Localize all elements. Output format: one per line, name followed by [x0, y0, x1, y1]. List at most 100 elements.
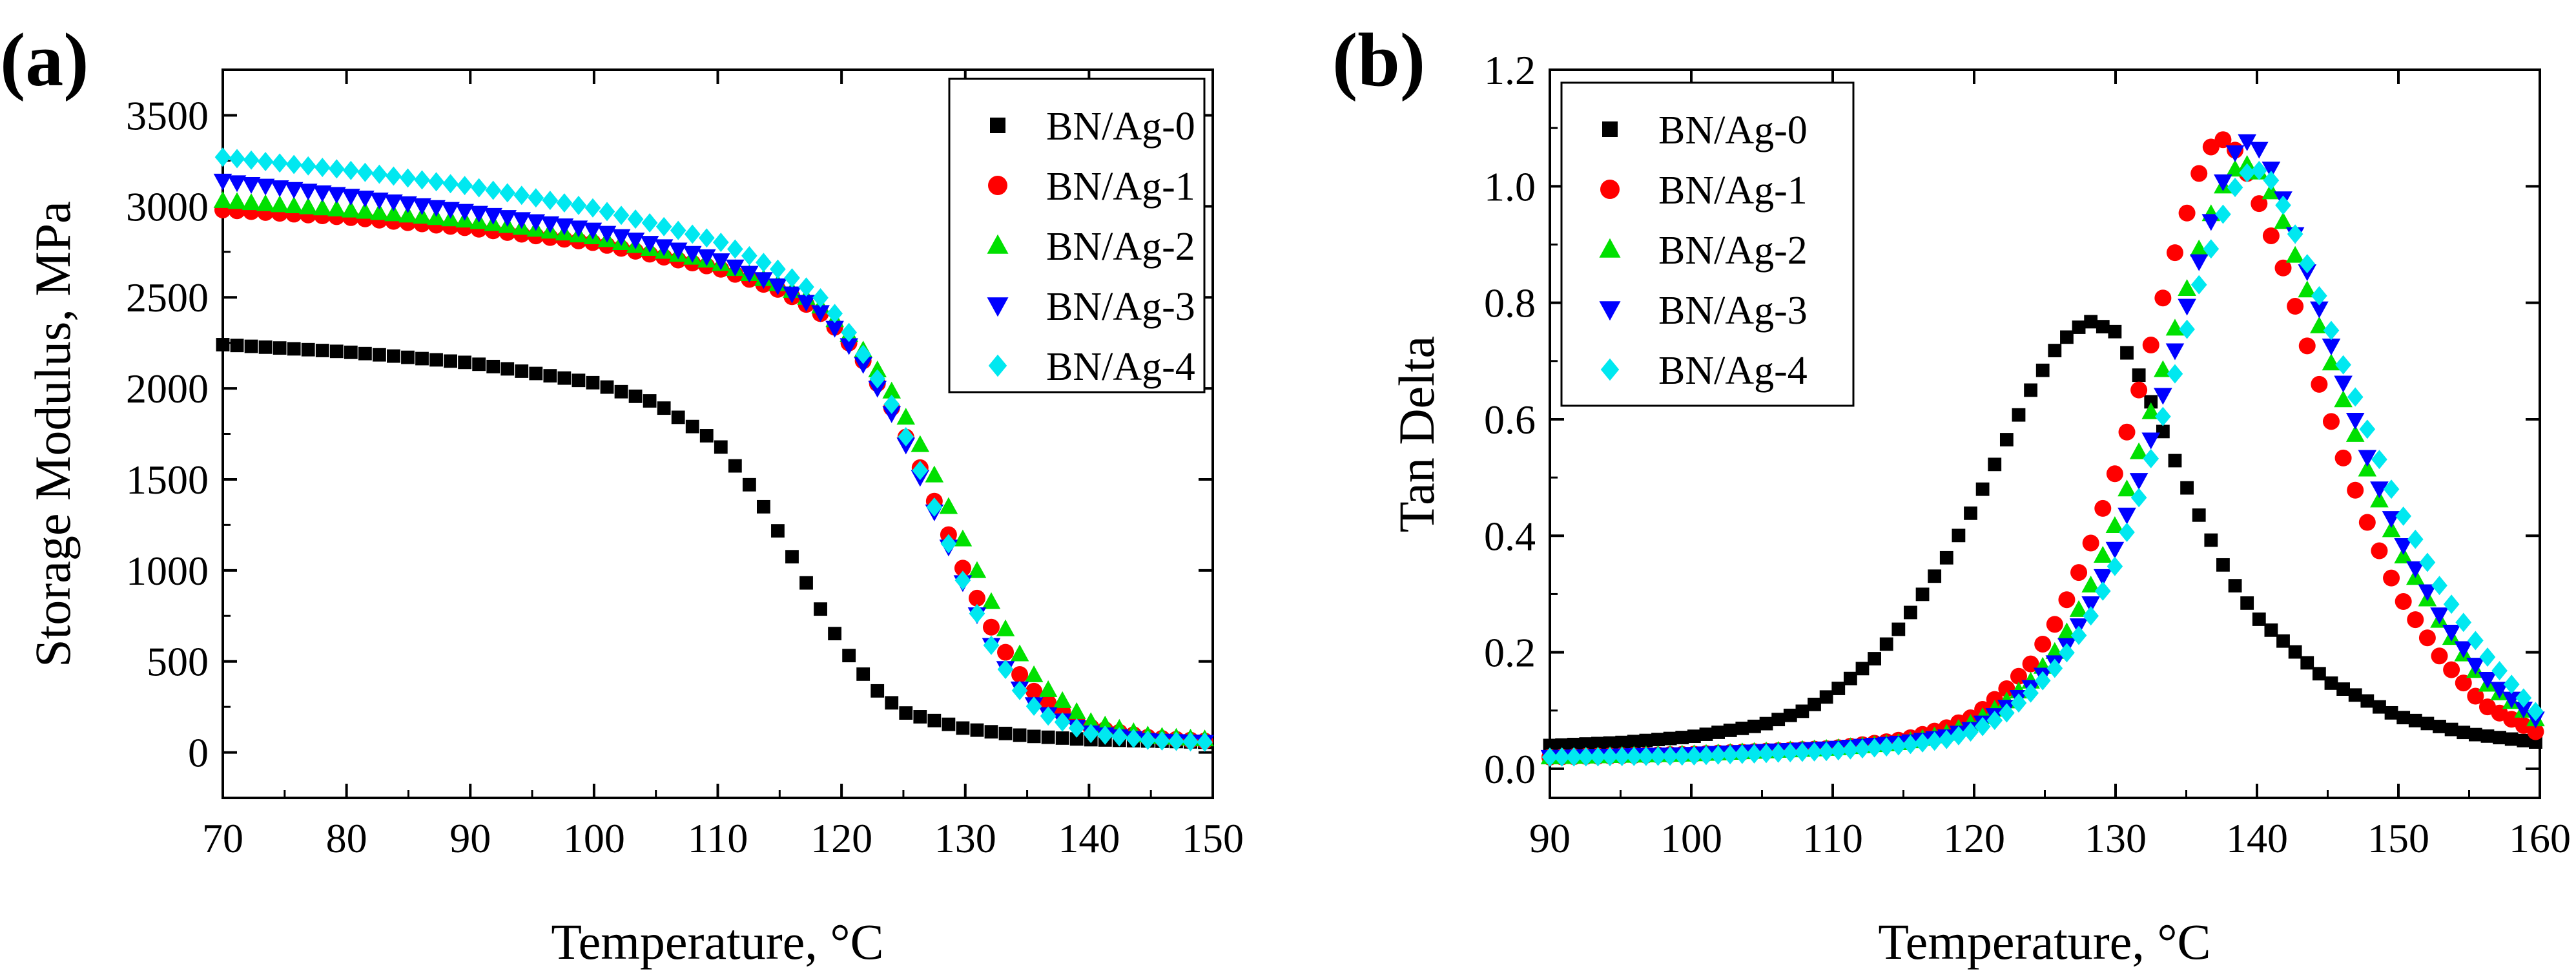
data-point	[2358, 459, 2377, 477]
data-point	[342, 200, 360, 218]
data-point	[2359, 419, 2376, 439]
data-point	[2214, 131, 2232, 149]
data-point	[2024, 383, 2037, 397]
data-point	[2287, 224, 2303, 244]
data-point	[1710, 745, 1726, 765]
data-point	[2407, 611, 2424, 629]
legend-label: BN/Ag-2	[1658, 229, 1808, 273]
legend-label: BN/Ag-4	[1046, 345, 1195, 389]
data-point	[1650, 746, 1666, 766]
data-point	[599, 202, 615, 222]
data-point	[1674, 746, 1691, 766]
data-point	[939, 497, 958, 514]
data-point	[2165, 319, 2185, 336]
data-point	[2263, 171, 2280, 191]
legend-marker	[1600, 180, 1620, 199]
data-point	[498, 210, 517, 227]
data-point	[1554, 747, 1570, 767]
data-point	[641, 213, 658, 233]
data-point	[942, 717, 956, 731]
data-point	[2202, 138, 2220, 156]
data-point	[2081, 575, 2100, 592]
data-point	[1939, 550, 1953, 565]
data-point	[2262, 162, 2281, 179]
data-point	[541, 216, 560, 233]
data-point	[2395, 506, 2412, 526]
data-point	[2048, 344, 2062, 357]
data-point	[1866, 738, 1882, 758]
data-point	[2117, 479, 2136, 497]
data-point	[2383, 479, 2400, 499]
data-point	[983, 635, 1000, 655]
data-point	[2345, 424, 2365, 442]
data-point	[2130, 381, 2148, 399]
data-point	[626, 232, 645, 249]
data-point	[1795, 704, 1809, 718]
legend-marker	[990, 118, 1005, 133]
data-point	[2503, 675, 2520, 695]
data-point	[883, 394, 900, 414]
data-point	[2455, 612, 2472, 633]
data-point	[970, 723, 984, 737]
data-point	[1904, 605, 1917, 620]
x-tick-label: 140	[1058, 815, 1120, 861]
data-point	[2514, 702, 2533, 719]
data-point	[1974, 717, 1991, 737]
data-point	[387, 349, 400, 363]
data-point	[1928, 569, 1942, 583]
data-point	[784, 268, 800, 288]
x-tick-label: 110	[1802, 815, 1863, 861]
data-point	[2094, 499, 2112, 517]
data-point	[898, 427, 914, 446]
data-point	[940, 534, 957, 554]
data-point	[2264, 623, 2278, 637]
data-point	[2491, 661, 2508, 681]
data-point	[2189, 254, 2209, 271]
legend-marker	[1599, 301, 1621, 321]
legend-label: BN/Ag-0	[1658, 109, 1808, 152]
data-point	[597, 225, 617, 243]
data-point	[515, 364, 529, 378]
data-point	[298, 183, 318, 201]
data-point	[1687, 729, 1701, 744]
data-point	[2154, 360, 2172, 377]
data-point	[328, 159, 345, 179]
data-point	[2141, 402, 2161, 419]
data-point	[885, 696, 899, 710]
data-point	[825, 320, 844, 338]
data-point	[1675, 731, 1689, 744]
data-point	[2420, 717, 2435, 731]
data-point	[640, 236, 659, 253]
data-point	[2312, 667, 2326, 681]
data-point	[2347, 387, 2364, 407]
data-point	[2358, 514, 2376, 531]
x-tick-label: 70	[202, 815, 243, 861]
y-tick-label: 0.4	[1484, 513, 1536, 559]
data-point	[298, 197, 318, 214]
data-point	[1782, 743, 1798, 762]
data-point	[1878, 737, 1895, 757]
data-point	[841, 322, 857, 342]
data-point	[643, 394, 657, 408]
data-point	[1734, 744, 1751, 764]
data-point	[356, 202, 375, 219]
data-point	[684, 224, 701, 244]
data-point	[257, 152, 274, 171]
data-point	[2479, 647, 2496, 667]
data-point	[2324, 676, 2338, 690]
x-tick-label: 120	[810, 815, 872, 861]
y-tick-label: 2500	[126, 275, 209, 320]
data-point	[2081, 596, 2100, 614]
data-point	[327, 199, 346, 216]
data-point	[1988, 457, 2002, 472]
data-point	[1067, 702, 1086, 719]
data-point	[1686, 746, 1702, 766]
data-point	[840, 338, 858, 355]
data-point	[2070, 564, 2088, 581]
data-point	[882, 406, 902, 423]
data-point	[2310, 316, 2329, 333]
data-point	[2300, 656, 2314, 670]
data-point	[2384, 706, 2398, 720]
data-point	[2360, 694, 2375, 708]
data-point	[984, 725, 998, 739]
